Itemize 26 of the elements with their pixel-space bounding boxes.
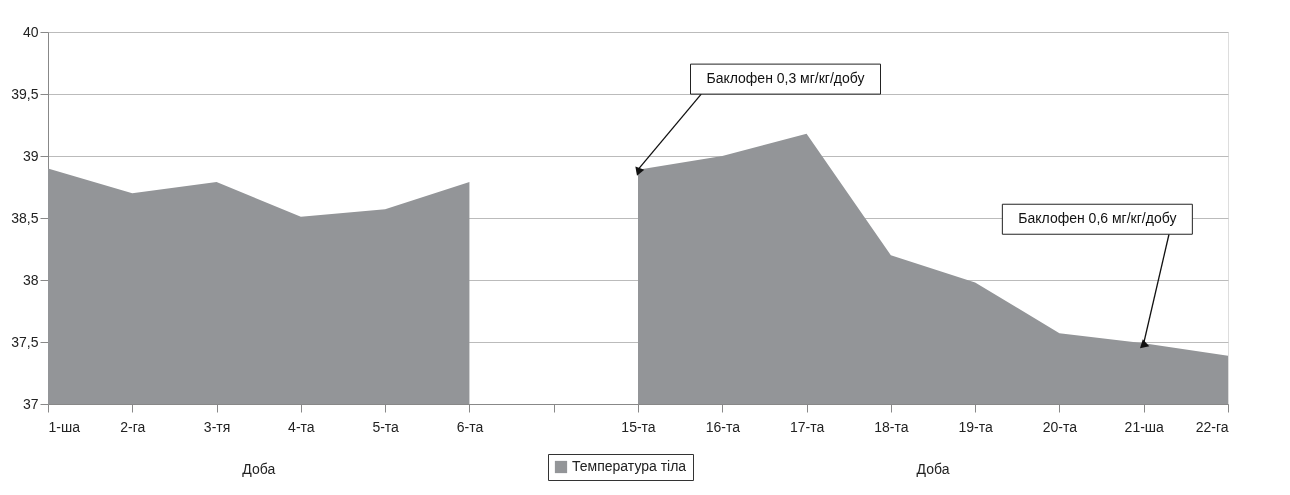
y-tick-label: 39,5 (11, 85, 39, 102)
x-tick-label: 4-та (288, 418, 315, 435)
y-tick-label: 38 (22, 271, 39, 288)
y-tick-label: 38,5 (11, 209, 39, 226)
x-tick-label: 15-та (621, 418, 656, 435)
y-tick-label: 40 (22, 23, 39, 40)
x-tick-label: 16-та (705, 418, 741, 435)
x-tick-label: 6-та (456, 418, 484, 435)
x-tick-label: 2-га (120, 418, 146, 435)
text: Доба (916, 461, 950, 477)
annotation: Баклофен 0,6 мг/кг/добу (1018, 210, 1177, 227)
x-tick-label: 18-та (874, 418, 909, 435)
y-tick-label: 39 (22, 147, 39, 164)
x-tick-label: 19-та (958, 418, 993, 435)
x-tick-label: 5-та (372, 418, 400, 435)
x-tick-label: 20-та (1042, 418, 1078, 435)
annotation: Баклофен 0,3 мг/кг/добу (706, 70, 865, 87)
legend-label: Температура тіла (572, 458, 687, 474)
y-tick-label: 37 (22, 395, 39, 412)
x-axis-title: Доба (242, 461, 276, 477)
x-tick-label: 3-тя (203, 418, 231, 435)
x-tick-label: 1-ша (48, 418, 81, 435)
x-tick-label: 17-та (789, 418, 825, 435)
x-tick-label: 21-ша (1124, 418, 1165, 435)
y-tick-label: 37,5 (11, 333, 39, 350)
x-tick-label: 22-га (1195, 418, 1229, 435)
